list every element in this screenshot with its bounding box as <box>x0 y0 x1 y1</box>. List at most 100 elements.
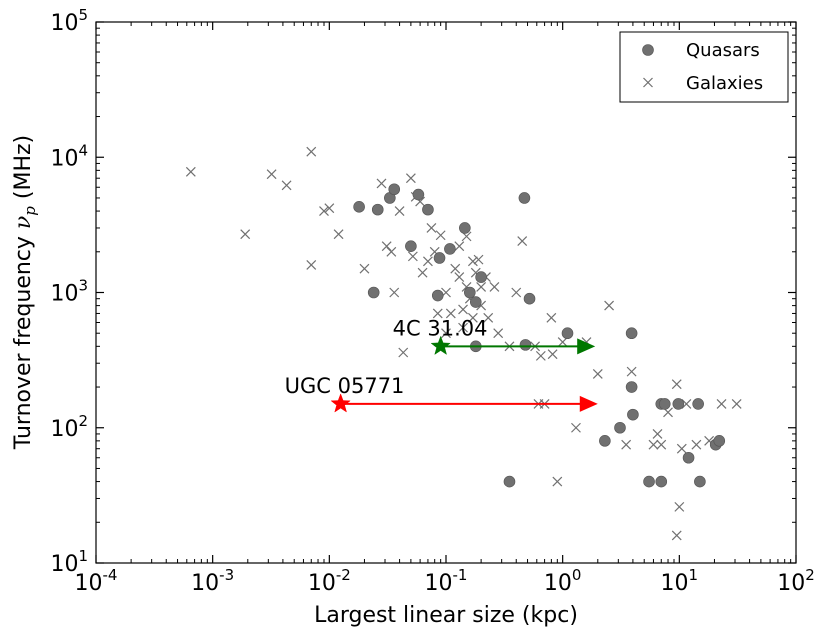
quasar-point <box>469 296 482 308</box>
y-tick-label: 104 <box>50 141 88 171</box>
y-tick-label: 105 <box>50 6 88 36</box>
quasar-point <box>523 292 536 305</box>
quasar-point <box>412 188 425 201</box>
galaxy-point <box>445 308 456 319</box>
galaxy-point <box>333 229 344 240</box>
quasar-point <box>519 339 532 351</box>
galaxy-point <box>417 267 428 278</box>
galaxy-point <box>681 399 692 409</box>
quasar-point <box>599 435 611 447</box>
quasar-point <box>422 203 434 216</box>
galaxy-point <box>458 304 468 315</box>
galaxy-point <box>441 328 451 339</box>
arrowhead-4c-31-04 <box>577 338 596 355</box>
galaxy-point <box>386 246 397 257</box>
galaxy-point <box>476 281 487 292</box>
x-tick-label: 10-1 <box>425 566 468 596</box>
quasar-point <box>627 408 639 421</box>
galaxy-point <box>389 287 400 298</box>
x-tick-label: 10-4 <box>75 566 118 596</box>
galaxy-point <box>604 300 615 311</box>
quasar-point <box>388 183 401 196</box>
galaxy-point <box>398 347 409 358</box>
galaxy-point <box>676 443 687 454</box>
quasar-point <box>694 475 706 488</box>
galaxy-point <box>557 337 568 347</box>
quasar-point <box>643 475 655 488</box>
x-tick-label: 102 <box>777 566 815 596</box>
galaxy-point <box>432 308 443 319</box>
galaxy-point <box>266 169 277 180</box>
quasar-point <box>625 327 638 340</box>
galaxy-point <box>458 322 468 333</box>
galaxy-point <box>405 173 416 184</box>
galaxy-point <box>306 259 317 270</box>
quasar-point <box>503 475 516 488</box>
quasar-point <box>433 252 446 264</box>
quasar-point <box>625 381 638 393</box>
annotation-label-ugc-05771: UGC 05771 <box>285 374 405 398</box>
x-tick-label: 100 <box>544 566 582 596</box>
quasar-point <box>655 475 668 488</box>
quasar-point <box>444 243 456 255</box>
galaxy-point <box>621 439 632 450</box>
x-tick-label: 10-3 <box>191 566 234 596</box>
galaxy-point <box>240 229 251 240</box>
y-tick-label: 101 <box>50 547 88 577</box>
legend-quasars-label: Quasars <box>686 40 760 61</box>
star-ugc-05771 <box>330 393 351 413</box>
quasar-point <box>614 421 626 434</box>
quasar-point <box>713 435 726 447</box>
galaxy-point <box>592 369 603 379</box>
y-tick-label: 103 <box>50 277 88 307</box>
galaxy-point <box>394 206 405 216</box>
quasar-point <box>682 451 695 464</box>
galaxy-point <box>517 236 528 247</box>
galaxy-point <box>306 146 317 157</box>
galaxy-point <box>185 166 196 177</box>
quasar-point <box>692 398 704 410</box>
legend: Quasars Galaxies <box>619 31 789 103</box>
y-axis-label: Turnover frequency νp (MHz) <box>11 135 39 450</box>
legend-frame <box>619 31 789 103</box>
galaxy-point <box>656 439 667 450</box>
plot-frame <box>95 21 797 564</box>
star-4c-31-04 <box>430 335 451 355</box>
galaxy-point <box>454 272 465 283</box>
galaxy-point <box>546 312 557 323</box>
galaxy-point <box>511 287 522 298</box>
annotation-label-4c-31-04: 4C 31.04 <box>393 316 488 340</box>
x-tick-label: 10-2 <box>308 566 351 596</box>
galaxy-point <box>493 328 504 339</box>
quasar-point <box>561 327 574 340</box>
galaxy-point <box>381 241 392 252</box>
galaxy-point <box>626 366 637 377</box>
galaxy-point <box>731 399 742 409</box>
galaxy-point <box>671 530 682 541</box>
quasar-point <box>405 240 417 252</box>
galaxy-point <box>324 203 335 214</box>
galaxy-point <box>450 263 461 274</box>
galaxy-point <box>407 251 418 262</box>
quasar-point <box>672 398 685 410</box>
galaxy-point <box>454 241 465 252</box>
quasar-point <box>371 203 384 216</box>
galaxy-point <box>467 256 478 267</box>
quasar-point <box>431 289 444 302</box>
quasar-point <box>518 192 531 204</box>
legend-quasars-marker <box>642 44 654 56</box>
galaxy-point <box>691 439 702 450</box>
galaxy-point <box>652 429 663 439</box>
x-tick-label: 101 <box>661 566 699 596</box>
legend-galaxies-marker <box>643 77 653 88</box>
x-axis-label: Largest linear size (kpc) <box>314 603 578 628</box>
quasar-point <box>658 398 671 410</box>
galaxy-point <box>489 281 500 292</box>
quasar-point <box>464 286 476 299</box>
galaxy-point <box>648 439 659 450</box>
galaxy-point <box>423 256 433 267</box>
legend-galaxies-label: Galaxies <box>686 73 763 94</box>
quasar-point <box>475 271 487 283</box>
galaxy-point <box>319 206 329 216</box>
